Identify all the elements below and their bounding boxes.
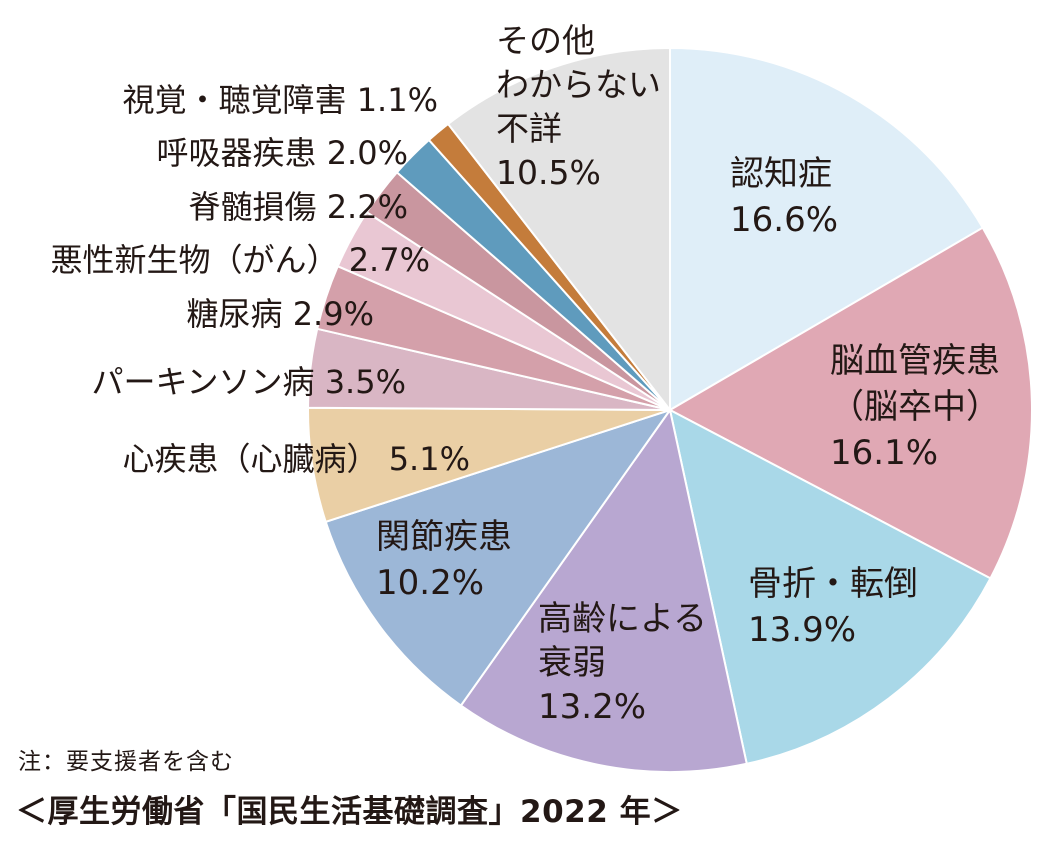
pie-slice — [459, 407, 748, 773]
slice-label: その他わからない不詳 10.5% — [496, 21, 661, 192]
pie-slice — [446, 46, 671, 413]
pie-slice — [668, 408, 992, 765]
pie-slice — [324, 408, 673, 707]
slice-label: 高齢による衰弱 13.2% — [538, 599, 707, 727]
slice-label: 心疾患（心臓病） 5.1% — [123, 440, 470, 478]
slice-label: 脳血管疾患（脳卒中） 16.1% — [830, 341, 1000, 473]
pie-slice — [667, 226, 1033, 580]
slice-label: 脊髄損傷 2.2% — [189, 188, 408, 226]
slice-label: パーキンソン病 3.5% — [91, 363, 406, 401]
slice-label: 関節疾患 10.2% — [376, 517, 512, 603]
slice-label: 認知症 16.6% — [730, 154, 838, 240]
slice-label: 骨折・転倒 13.9% — [748, 564, 918, 650]
pie-slice — [669, 46, 985, 412]
slice-label: 呼吸器疾患 2.0% — [157, 134, 408, 172]
slice-label: 悪性新生物（がん） 2.7% — [51, 241, 430, 279]
slice-label: 糖尿病 2.9% — [187, 295, 374, 333]
source-caption: ＜厚生労働省「国民生活基礎調査」2022 年＞ — [16, 794, 683, 830]
slice-label: 視覚・聴覚障害 1.1% — [123, 81, 438, 119]
footnote: 注：要支援者を含む — [18, 749, 234, 775]
